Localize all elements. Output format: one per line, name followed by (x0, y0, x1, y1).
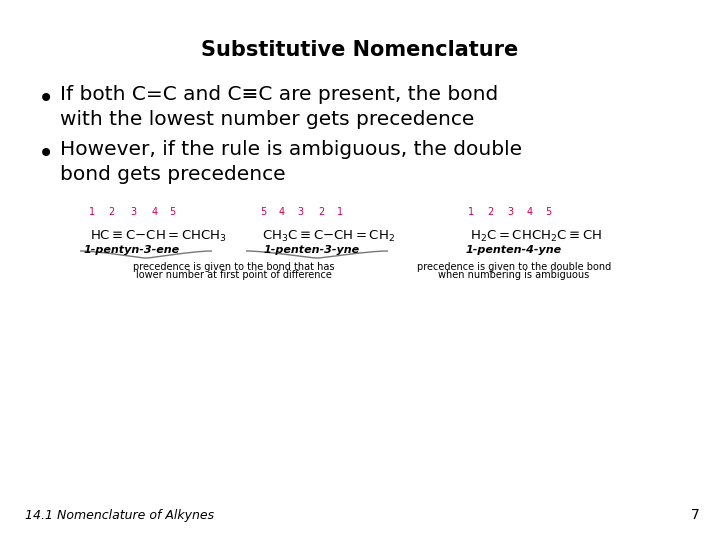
Text: Substitutive Nomenclature: Substitutive Nomenclature (202, 40, 518, 60)
Text: 3: 3 (297, 207, 303, 217)
Text: 5: 5 (260, 207, 266, 217)
Text: 1: 1 (468, 207, 474, 217)
Text: •: • (38, 140, 54, 168)
Text: 5: 5 (545, 207, 551, 217)
Text: CH$_3$C$\equiv$C$-$CH$=$CH$_2$: CH$_3$C$\equiv$C$-$CH$=$CH$_2$ (262, 229, 395, 244)
Text: 1-penten-3-yne: 1-penten-3-yne (264, 245, 360, 255)
Text: when numbering is ambiguous: when numbering is ambiguous (438, 270, 590, 280)
Text: HC$\equiv$C$-$CH$=$CHCH$_3$: HC$\equiv$C$-$CH$=$CHCH$_3$ (90, 229, 227, 244)
Text: 1-penten-4-yne: 1-penten-4-yne (466, 245, 562, 255)
Text: 1: 1 (337, 207, 343, 217)
Text: 3: 3 (130, 207, 136, 217)
Text: 4: 4 (279, 207, 285, 217)
Text: 4: 4 (152, 207, 158, 217)
Text: H$_2$C$=$CHCH$_2$C$\equiv$CH: H$_2$C$=$CHCH$_2$C$\equiv$CH (470, 229, 602, 244)
Text: precedence is given to the bond that has: precedence is given to the bond that has (133, 262, 335, 272)
Text: 14.1 Nomenclature of Alkynes: 14.1 Nomenclature of Alkynes (25, 509, 214, 522)
Text: •: • (38, 85, 54, 113)
Text: If both C=C and C≡C are present, the bond: If both C=C and C≡C are present, the bon… (60, 85, 498, 104)
Text: 2: 2 (487, 207, 493, 217)
Text: bond gets precedence: bond gets precedence (60, 165, 286, 184)
Text: However, if the rule is ambiguous, the double: However, if the rule is ambiguous, the d… (60, 140, 522, 159)
Text: 7: 7 (691, 508, 700, 522)
Text: 1-pentyn-3-ene: 1-pentyn-3-ene (84, 245, 180, 255)
Text: 1: 1 (89, 207, 95, 217)
Text: with the lowest number gets precedence: with the lowest number gets precedence (60, 110, 474, 129)
Text: 3: 3 (507, 207, 513, 217)
Text: 2: 2 (318, 207, 324, 217)
Text: 5: 5 (169, 207, 175, 217)
Text: 2: 2 (108, 207, 114, 217)
Text: 4: 4 (527, 207, 533, 217)
Text: precedence is given to the double bond: precedence is given to the double bond (417, 262, 611, 272)
Text: lower number at first point of difference: lower number at first point of differenc… (136, 270, 332, 280)
